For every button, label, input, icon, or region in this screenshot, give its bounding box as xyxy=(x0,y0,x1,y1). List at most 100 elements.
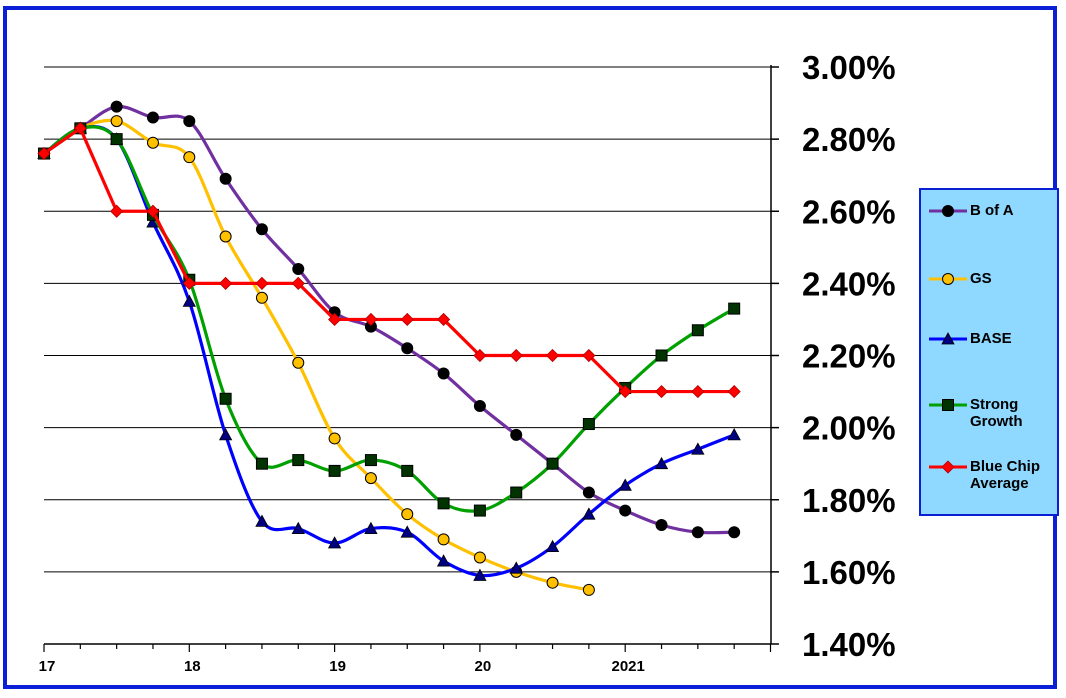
data-point xyxy=(727,384,741,399)
data-point xyxy=(255,223,268,236)
legend-label-line: GS xyxy=(970,270,992,287)
data-point xyxy=(110,100,123,113)
data-point xyxy=(618,384,632,399)
legend-item: Blue Chip Average xyxy=(927,458,1040,492)
data-point xyxy=(510,428,523,441)
data-point xyxy=(546,576,559,589)
y-tick-label: 2.80% xyxy=(802,121,896,158)
data-point xyxy=(183,151,196,164)
data-point xyxy=(401,342,414,355)
data-point xyxy=(219,230,232,243)
data-point xyxy=(219,392,232,405)
legend-label-line: Average xyxy=(970,475,1029,492)
data-point xyxy=(364,454,377,467)
legend-item: Strong Growth xyxy=(927,396,1023,430)
data-point xyxy=(728,302,741,315)
series-line xyxy=(43,118,590,592)
data-point xyxy=(546,457,559,470)
x-tick-label: 18 xyxy=(184,658,201,675)
data-point xyxy=(509,348,523,363)
y-tick-label: 2.60% xyxy=(802,193,896,230)
x-tick-label: 20 xyxy=(475,658,492,675)
data-point xyxy=(691,526,704,539)
legend-label: GS xyxy=(970,270,992,287)
data-point xyxy=(292,454,305,467)
data-point xyxy=(728,526,741,539)
data-point xyxy=(292,356,305,369)
data-point xyxy=(509,561,523,574)
data-point xyxy=(291,276,305,290)
y-tick-label: 2.40% xyxy=(802,265,896,302)
legend-label-line: Growth xyxy=(970,413,1023,430)
data-point xyxy=(400,525,414,538)
data-point xyxy=(545,539,560,553)
data-point xyxy=(473,399,486,412)
data-point xyxy=(691,384,705,399)
data-point xyxy=(182,276,196,290)
legend-swatch-marker xyxy=(942,205,954,217)
legend-item: B of A xyxy=(927,202,1014,220)
y-tick-label: 3.00% xyxy=(802,49,896,86)
series-base xyxy=(37,121,741,581)
data-point xyxy=(182,294,196,307)
data-point xyxy=(146,136,159,149)
data-point xyxy=(328,464,341,477)
data-point xyxy=(691,442,705,455)
data-point xyxy=(401,464,414,477)
data-point xyxy=(401,508,414,521)
data-point xyxy=(582,583,595,596)
data-point xyxy=(654,456,669,470)
data-point xyxy=(255,291,268,304)
data-point xyxy=(691,324,704,337)
data-point xyxy=(582,418,595,431)
legend-swatch xyxy=(929,399,967,411)
data-point xyxy=(364,521,378,534)
data-point xyxy=(727,428,741,441)
series-blue-chip-average xyxy=(37,121,741,399)
data-point xyxy=(654,384,669,399)
legend-label-line: B of A xyxy=(970,202,1014,219)
series-layer xyxy=(37,100,741,596)
y-tick-label: 2.20% xyxy=(802,338,896,375)
legend-label-line: BASE xyxy=(970,330,1012,347)
data-point xyxy=(437,497,450,510)
legend-item: BASE xyxy=(927,330,1012,348)
data-point xyxy=(582,348,596,363)
legend-label: Blue Chip Average xyxy=(970,458,1040,492)
data-point xyxy=(37,146,51,161)
data-point xyxy=(255,276,269,290)
legend-swatch-marker xyxy=(942,273,954,285)
data-point xyxy=(110,115,123,128)
legend-swatch-marker xyxy=(941,460,955,474)
data-point xyxy=(328,432,341,445)
axes xyxy=(43,65,779,652)
data-point xyxy=(618,478,632,491)
y-tick-label: 2.00% xyxy=(802,410,896,447)
data-point xyxy=(545,348,560,363)
data-point xyxy=(292,262,305,275)
data-point xyxy=(364,312,378,327)
data-point xyxy=(510,486,523,499)
data-point xyxy=(146,111,159,124)
data-point xyxy=(218,428,233,441)
legend-swatch-marker xyxy=(941,332,955,345)
data-point xyxy=(146,204,160,218)
x-tick-label: 19 xyxy=(329,658,346,675)
data-point xyxy=(655,349,668,362)
legend-swatch xyxy=(929,460,967,474)
data-point xyxy=(219,276,233,290)
data-point xyxy=(400,312,414,327)
data-point xyxy=(364,472,377,485)
legend: B of A GS BASE Strong Growth Blue Chip Average xyxy=(919,188,1059,516)
data-point xyxy=(219,172,232,185)
y-tick-label: 1.80% xyxy=(802,482,896,519)
legend-swatch-marker xyxy=(942,399,954,411)
data-point xyxy=(255,514,269,527)
data-point xyxy=(328,312,342,327)
data-point xyxy=(582,486,595,499)
x-tick-label: 17 xyxy=(39,658,56,675)
tick-labels: 3.00% 2.80% 2.60% 2.40% 2.20% 2.00% 1.80% 1.60%… xyxy=(39,49,896,675)
x-tick-label: 2021 xyxy=(612,658,645,675)
data-point xyxy=(255,457,268,470)
data-point xyxy=(437,312,451,327)
